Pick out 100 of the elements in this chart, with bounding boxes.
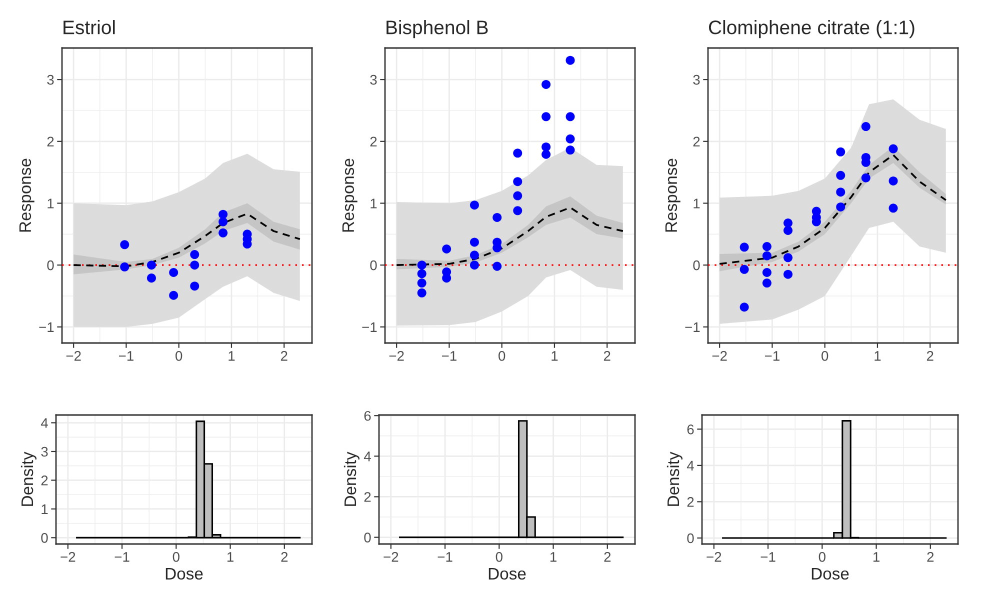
y-tick-label: 0 — [370, 260, 377, 270]
y-axis-title: Density — [666, 452, 682, 506]
x-tick-label: 0 — [496, 552, 502, 562]
point — [146, 274, 156, 283]
y-axis-title: Response — [665, 158, 680, 232]
y-tick-label: 0 — [687, 533, 694, 544]
y-tick-label: 4 — [686, 460, 694, 470]
y-tick-label: 1 — [694, 198, 700, 208]
chart-title: Clomiphene citrate (1:1) — [708, 20, 914, 38]
point — [566, 112, 575, 122]
point — [784, 270, 792, 279]
point — [784, 226, 792, 235]
point — [513, 148, 522, 158]
x-tick-label: −1 — [114, 552, 130, 562]
x-tick-label: −1 — [118, 351, 134, 361]
point — [470, 238, 479, 247]
point — [762, 278, 772, 288]
x-tick-label: 1 — [552, 351, 558, 361]
x-tick-label: 0 — [818, 552, 826, 562]
y-tick-label: 2 — [687, 497, 694, 507]
y-axis-title: Response — [19, 158, 34, 232]
x-tick-label: −1 — [442, 351, 456, 361]
line-series — [396, 206, 624, 266]
x-tick-label: −2 — [384, 552, 398, 562]
point — [417, 278, 426, 288]
point — [218, 228, 228, 238]
point — [218, 210, 228, 219]
y-tick-label: 2 — [370, 136, 377, 146]
x-tick-label: 0 — [822, 351, 828, 361]
x-tick-label: 2 — [604, 552, 611, 562]
point — [442, 274, 452, 283]
x-tick-label: 1 — [227, 552, 234, 562]
point — [120, 240, 130, 250]
x-tick-label: −2 — [389, 351, 404, 361]
point — [888, 144, 898, 154]
point — [492, 212, 502, 222]
x-axis-title: Dose — [488, 568, 526, 580]
point — [784, 218, 792, 228]
point — [542, 80, 551, 89]
x-tick-label: 2 — [927, 552, 934, 562]
point — [417, 260, 426, 270]
point — [888, 204, 898, 213]
x-tick-label: 2 — [926, 351, 934, 361]
point — [146, 260, 156, 270]
x-tick-label: 2 — [280, 351, 288, 361]
point — [513, 206, 522, 216]
x-tick-label: 0 — [176, 351, 182, 361]
x-tick-label: −2 — [706, 552, 722, 562]
x-tick-label: 0 — [498, 351, 506, 361]
y-tick-label: 3 — [47, 74, 54, 85]
point — [190, 282, 200, 291]
point — [169, 290, 178, 300]
x-tick-label: 1 — [874, 351, 881, 361]
point — [442, 244, 452, 254]
point — [417, 288, 426, 298]
y-tick-label: 1 — [370, 198, 377, 208]
point — [740, 264, 749, 274]
y-tick-label: 1 — [48, 198, 54, 208]
y-tick-label: 2 — [693, 136, 700, 146]
x-axis-title: Dose — [812, 568, 849, 580]
y-tick-label: 6 — [687, 424, 694, 434]
point — [762, 251, 772, 260]
x-tick-label: 2 — [604, 351, 610, 361]
y-tick-label: −1 — [39, 322, 54, 332]
y-tick-label: 1 — [42, 504, 48, 514]
y-tick-label: 0 — [41, 533, 48, 543]
point — [836, 147, 846, 156]
y-tick-label: 0 — [364, 532, 371, 542]
x-tick-label: −2 — [712, 351, 727, 361]
point — [784, 253, 792, 262]
point — [762, 242, 772, 252]
point — [542, 112, 551, 122]
point — [861, 173, 870, 182]
point — [190, 250, 200, 260]
y-tick-label: 3 — [370, 74, 377, 85]
x-tick-label: 2 — [281, 552, 288, 562]
point — [470, 200, 479, 210]
point — [836, 170, 846, 180]
x-tick-label: −1 — [760, 552, 776, 562]
x-tick-label: −1 — [438, 552, 452, 562]
x-tick-label: 0 — [172, 552, 180, 562]
x-tick-label: 1 — [228, 351, 235, 361]
x-tick-label: 1 — [873, 552, 880, 562]
y-tick-label: 4 — [364, 452, 371, 462]
y-tick-label: 0 — [47, 260, 54, 270]
x-axis-title: Dose — [166, 568, 203, 580]
y-axis-title: Density — [344, 452, 360, 506]
x-tick-label: 1 — [550, 552, 556, 562]
x-tick-label: −2 — [60, 552, 76, 562]
point — [542, 142, 551, 152]
chart-title: Bisphenol B — [386, 20, 488, 38]
point — [762, 268, 772, 277]
y-tick-label: 3 — [41, 446, 48, 457]
point — [470, 250, 479, 260]
point — [470, 260, 479, 270]
x-tick-label: −1 — [764, 351, 780, 361]
point — [492, 262, 502, 271]
point — [566, 146, 575, 155]
point — [888, 176, 898, 186]
point — [861, 122, 870, 132]
